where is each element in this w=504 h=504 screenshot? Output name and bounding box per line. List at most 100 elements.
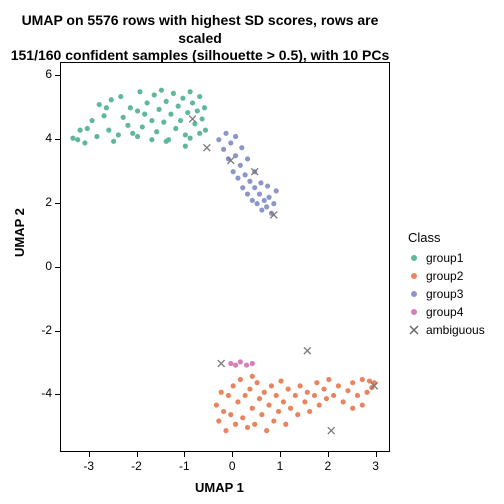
plot-area (60, 62, 390, 452)
legend-label: group3 (426, 287, 463, 301)
data-point (276, 409, 281, 414)
data-point (223, 131, 228, 136)
y-tick-mark (55, 394, 60, 395)
data-point (94, 134, 99, 139)
x-tick-label: 1 (270, 459, 290, 473)
data-point (173, 126, 178, 131)
data-point (149, 118, 154, 123)
data-point (85, 126, 90, 131)
data-point (264, 428, 269, 433)
data-point (360, 402, 365, 407)
y-axis-label: UMAP 2 (12, 208, 27, 257)
data-point (142, 112, 147, 117)
data-point (128, 105, 133, 110)
data-point (106, 128, 111, 133)
data-point (302, 399, 307, 404)
legend-item: group3 (408, 285, 485, 303)
data-point-cross (218, 360, 225, 367)
data-point (317, 402, 322, 407)
data-point (135, 108, 140, 113)
data-point (250, 198, 255, 203)
data-point (188, 89, 193, 94)
data-point (252, 185, 257, 190)
data-point (149, 137, 154, 142)
data-point (121, 115, 126, 120)
data-point (161, 120, 166, 125)
data-point (101, 113, 106, 118)
data-point (164, 139, 169, 144)
data-point (266, 402, 271, 407)
x-tick-label: -2 (127, 459, 147, 473)
legend-label: group2 (426, 269, 463, 283)
data-point (109, 97, 114, 102)
data-point (223, 428, 228, 433)
legend-title: Class (408, 230, 485, 245)
data-point (245, 425, 250, 430)
legend-marker (408, 270, 420, 282)
chart-title: UMAP on 5576 rows with highest SD scores… (0, 12, 400, 65)
data-point-cross (189, 116, 196, 123)
data-point (233, 362, 238, 367)
data-point (257, 396, 262, 401)
x-tick-mark (232, 452, 233, 457)
data-point (202, 105, 207, 110)
x-tick-mark (280, 452, 281, 457)
data-point (250, 406, 255, 411)
data-point (219, 390, 224, 395)
legend-marker (408, 252, 420, 264)
data-point (274, 188, 279, 193)
legend-item: ambiguous (408, 321, 485, 339)
legend-items: group1group2group3group4ambiguous (408, 249, 485, 339)
data-point-cross (328, 427, 335, 434)
y-tick-label: 4 (45, 131, 52, 145)
data-point (245, 191, 250, 196)
x-tick-mark (376, 452, 377, 457)
y-tick-mark (55, 203, 60, 204)
x-axis-label: UMAP 1 (195, 480, 244, 495)
x-tick-label: 2 (318, 459, 338, 473)
data-point (233, 422, 238, 427)
x-tick-mark (137, 452, 138, 457)
data-point (245, 156, 250, 161)
x-tick-label: -1 (174, 459, 194, 473)
data-point (265, 183, 270, 188)
data-point (262, 390, 267, 395)
data-point (197, 94, 202, 99)
data-point (144, 100, 149, 105)
data-point (269, 383, 274, 388)
data-point (278, 378, 283, 383)
data-point (355, 393, 360, 398)
data-point (188, 136, 193, 141)
data-point (171, 91, 176, 96)
data-point (293, 393, 298, 398)
data-point (228, 361, 233, 366)
data-point (70, 136, 75, 141)
data-point (235, 175, 240, 180)
data-point (140, 124, 145, 129)
data-point (214, 402, 219, 407)
data-point (125, 123, 130, 128)
legend-item: group2 (408, 267, 485, 285)
data-point (89, 118, 94, 123)
data-point (341, 399, 346, 404)
data-point (159, 88, 164, 93)
data-point (298, 383, 303, 388)
data-point (216, 418, 221, 423)
data-point (118, 94, 123, 99)
data-point (235, 399, 240, 404)
data-point (336, 383, 341, 388)
x-tick-mark (328, 452, 329, 457)
legend-label: ambiguous (426, 323, 485, 337)
data-point (228, 412, 233, 417)
x-tick-mark (184, 452, 185, 457)
data-point (233, 134, 238, 139)
legend-marker (408, 288, 420, 300)
data-point (154, 129, 159, 134)
data-point (307, 409, 312, 414)
scatter-svg (61, 63, 391, 453)
data-point (183, 132, 188, 137)
legend: Class group1group2group3group4ambiguous (408, 230, 485, 339)
data-point (345, 388, 350, 393)
data-point (197, 131, 202, 136)
data-point (238, 163, 243, 168)
